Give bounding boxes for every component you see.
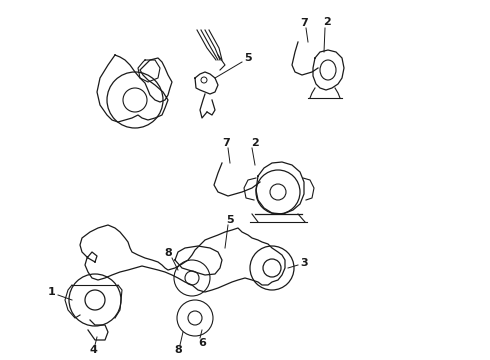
Text: 7: 7 (300, 18, 308, 28)
Text: 4: 4 (89, 345, 97, 355)
Text: 8: 8 (164, 248, 172, 258)
Text: 5: 5 (244, 53, 252, 63)
Text: 2: 2 (251, 138, 259, 148)
Text: 6: 6 (198, 338, 206, 348)
Text: 7: 7 (222, 138, 230, 148)
Text: 1: 1 (48, 287, 56, 297)
Text: 5: 5 (226, 215, 234, 225)
Text: 8: 8 (174, 345, 182, 355)
Text: 2: 2 (323, 17, 331, 27)
Text: 3: 3 (300, 258, 308, 268)
